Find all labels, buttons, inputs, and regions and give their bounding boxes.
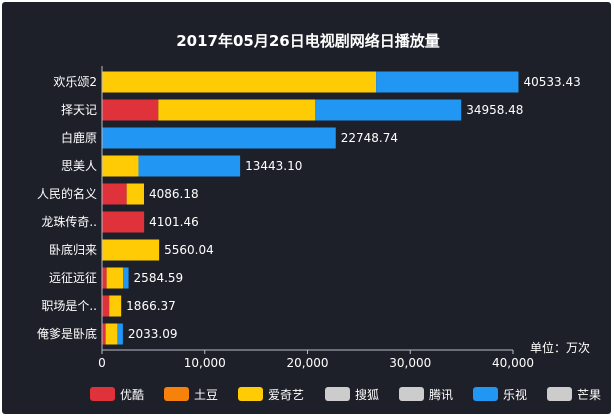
legend-item[interactable]: 腾讯: [399, 387, 453, 402]
bar-segment[interactable]: [138, 155, 241, 177]
legend-label: 优酷: [120, 388, 144, 402]
bar-segment[interactable]: [158, 99, 316, 121]
legend-swatch: [90, 387, 115, 401]
total-value-label: 13443.10: [245, 159, 302, 173]
bar-segment[interactable]: [102, 323, 106, 345]
x-tick-label: 30,000: [389, 356, 431, 370]
total-value-label: 4086.18: [149, 187, 199, 201]
bar-segment[interactable]: [109, 295, 122, 317]
legend-swatch: [164, 387, 189, 401]
bar-segment[interactable]: [102, 295, 110, 317]
legend-swatch: [238, 387, 263, 401]
bar-segment[interactable]: [117, 323, 123, 345]
category-label: 俺爹是卧底: [37, 326, 97, 341]
legend-label: 芒果: [577, 387, 601, 402]
x-tick-label: 10,000: [184, 356, 226, 370]
x-tick-label: 40,000: [492, 356, 534, 370]
legend-item[interactable]: 优酷: [90, 387, 144, 402]
legend-label: 爱奇艺: [268, 388, 304, 402]
bar-segment[interactable]: [102, 71, 377, 93]
total-value-label: 22748.74: [341, 131, 398, 145]
bar-segment[interactable]: [126, 183, 144, 205]
total-value-label: 2584.59: [134, 271, 184, 285]
bars-layer: [102, 71, 519, 345]
category-label: 龙珠传奇..: [41, 214, 97, 229]
legend-swatch: [547, 387, 572, 401]
category-label: 思美人: [61, 159, 97, 173]
chart-container: 2017年05月26日电视剧网络日播放量 欢乐颂2 择天记白鹿原思美人人民的名义龙…: [2, 2, 611, 414]
legend: 优酷 土豆 爱奇艺 搜狐 腾讯 乐视 芒果: [90, 387, 601, 402]
bar-segment[interactable]: [102, 211, 145, 233]
total-value-label: 40533.43: [523, 75, 580, 89]
legend-swatch: [325, 387, 350, 401]
legend-item[interactable]: 爱奇艺: [238, 387, 304, 402]
bar-segment[interactable]: [102, 127, 336, 149]
category-label: 择天记: [61, 103, 97, 117]
total-value-label: 34958.48: [466, 103, 523, 117]
x-axis-ticks: 0 10,000 20,000 30,000 40,000: [98, 350, 534, 370]
total-value-label: 4101.46: [149, 215, 199, 229]
legend-item[interactable]: 芒果: [547, 387, 601, 402]
bar-segment[interactable]: [106, 267, 124, 289]
bar-segment[interactable]: [123, 267, 129, 289]
bar-segment[interactable]: [102, 99, 159, 121]
bar-segment[interactable]: [102, 239, 160, 261]
legend-item[interactable]: 搜狐: [325, 387, 379, 402]
legend-swatch: [399, 387, 424, 401]
legend-label: 腾讯: [429, 387, 453, 402]
legend-item[interactable]: 乐视: [473, 387, 527, 402]
category-label: 职场是个..: [41, 299, 97, 313]
stacked-bar-chart: 2017年05月26日电视剧网络日播放量 欢乐颂2 择天记白鹿原思美人人民的名义龙…: [37, 32, 601, 402]
bar-segment[interactable]: [315, 99, 462, 121]
category-label: 白鹿原: [61, 130, 97, 145]
unit-label: 单位：万次: [530, 340, 590, 355]
legend-swatch: [473, 387, 498, 401]
legend-label: 乐视: [503, 387, 527, 402]
bar-segment[interactable]: [105, 323, 118, 345]
legend-label: 搜狐: [355, 387, 379, 402]
chart-title: 2017年05月26日电视剧网络日播放量: [176, 32, 440, 50]
x-tick-label: 20,000: [287, 356, 329, 370]
total-value-label: 5560.04: [164, 243, 214, 257]
bar-segment[interactable]: [102, 267, 107, 289]
bar-segment[interactable]: [102, 155, 139, 177]
category-label: 欢乐颂2: [53, 74, 97, 89]
legend-item[interactable]: 土豆: [164, 387, 218, 402]
bar-segment[interactable]: [376, 71, 519, 93]
total-value-label: 2033.09: [128, 327, 178, 341]
category-label: 远征远征: [49, 271, 97, 285]
total-value-label: 1866.37: [126, 299, 176, 313]
category-label: 卧底归来: [49, 242, 97, 257]
x-tick-label: 0: [98, 356, 106, 370]
bar-segment[interactable]: [102, 183, 127, 205]
category-label: 人民的名义: [37, 186, 97, 201]
legend-label: 土豆: [194, 388, 218, 402]
